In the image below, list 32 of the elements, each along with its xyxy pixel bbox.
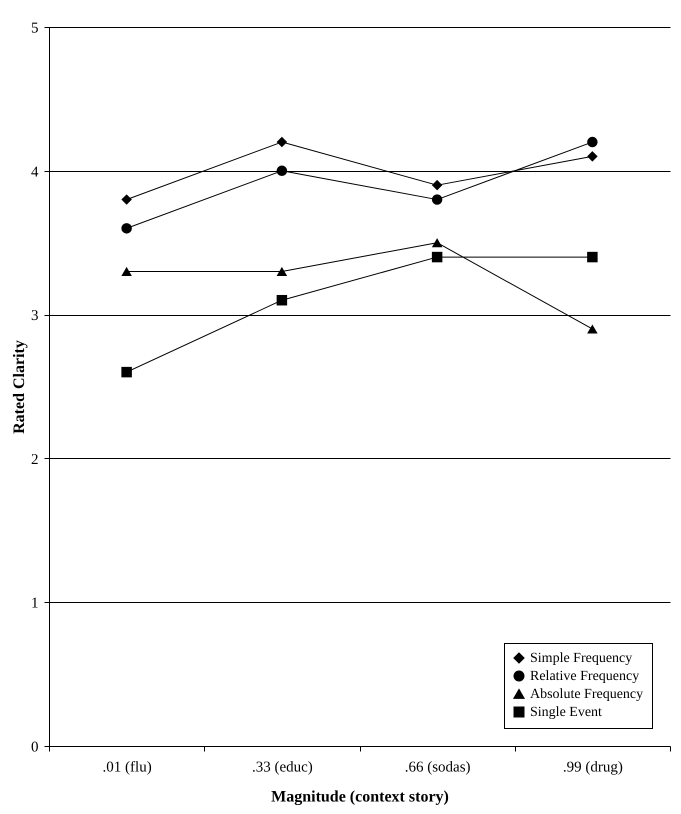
y-tick-label: 0: [31, 740, 38, 756]
x-axis-title: Magnitude (context story): [271, 788, 449, 806]
legend-label: Simple Frequency: [530, 651, 632, 666]
y-tick-label: 3: [31, 308, 38, 324]
y-axis-title: Rated Clarity: [11, 340, 28, 434]
point: [276, 136, 288, 148]
point: [121, 223, 132, 234]
point: [276, 166, 288, 176]
x-tick-label: .66 (sodas): [404, 760, 471, 776]
x-tick-label: .01 (flu): [102, 760, 152, 776]
y-tick-label: 5: [31, 20, 38, 36]
legend-label: Relative Frequency: [530, 669, 640, 684]
point: [121, 266, 132, 276]
legend-label: Absolute Frequency: [530, 687, 644, 702]
point: [587, 324, 598, 334]
point: [587, 252, 598, 262]
point: [587, 151, 598, 162]
point: [432, 180, 442, 190]
point: [121, 194, 132, 205]
point: [121, 366, 132, 378]
point: [276, 266, 288, 276]
y-tick-label: 1: [31, 596, 38, 612]
point: [587, 136, 598, 148]
point: [432, 194, 442, 205]
legend-label: Single Event: [530, 705, 602, 720]
x-tick-label: .33 (educ): [252, 760, 313, 776]
y-tick-label: 2: [31, 452, 38, 468]
x-tick-label: .99 (drug): [562, 760, 623, 776]
point: [276, 294, 288, 306]
point: [432, 238, 442, 248]
point: [432, 252, 442, 262]
y-tick-label: 4: [31, 164, 39, 180]
